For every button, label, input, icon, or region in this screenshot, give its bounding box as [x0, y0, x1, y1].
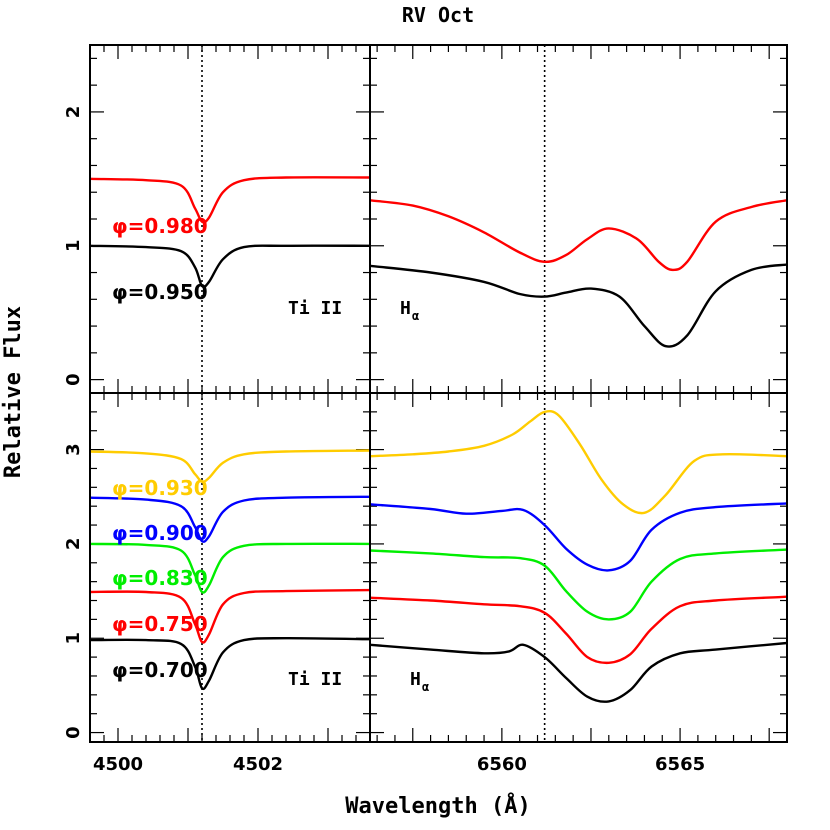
y-tick-label: 0 — [63, 373, 84, 386]
spectrum-line-top-left-0.950 — [90, 244, 370, 289]
x-axis-label: Wavelength (Å) — [345, 793, 530, 819]
spectrum-line-top-left-0.980 — [90, 176, 370, 224]
spectrum-line-bottom-left-0.830 — [90, 542, 370, 594]
spectrum-line-top-right-0.950 — [370, 263, 787, 348]
h-alpha-label-bottom-sub: α — [422, 680, 429, 694]
h-alpha-label-bottom-h: H — [410, 669, 421, 690]
spectrum-line-bottom-right-0.830 — [370, 548, 787, 621]
panels-group: 0 1 2 0 1 2 3 4500 4502 6560 6565 — [63, 44, 788, 775]
spectrum-line-bottom-left-0.930 — [90, 449, 370, 484]
phase-label-0830: φ=0.830 — [112, 566, 208, 590]
spectrum-line-top-right-0.980 — [370, 199, 787, 272]
y-tick-label: 3 — [63, 443, 84, 456]
ti-ii-label-top: Ti II — [288, 298, 342, 319]
h-alpha-label-top: H α — [400, 298, 419, 323]
y-axis-label: Relative Flux — [1, 306, 26, 478]
spectrum-line-bottom-right-0.930 — [370, 409, 787, 515]
spectrum-line-bottom-left-0.750 — [90, 588, 370, 644]
h-alpha-label-top-h: H — [400, 298, 411, 319]
h-alpha-label-bottom: H α — [410, 669, 429, 694]
phase-label-0900: φ=0.900 — [112, 521, 208, 545]
phase-label-0700: φ=0.700 — [112, 658, 208, 682]
chart-title: RV Oct — [402, 3, 474, 27]
h-alpha-label-top-sub: α — [412, 309, 419, 323]
y-tick-label: 1 — [63, 240, 84, 253]
spectrum-line-bottom-left-0.700 — [90, 636, 370, 691]
phase-label-0950: φ=0.950 — [112, 280, 208, 304]
spectrum-line-bottom-right-0.900 — [370, 502, 787, 572]
y-tick-label: 2 — [63, 538, 84, 551]
y-tick-label: 2 — [63, 106, 84, 119]
x-tick-label: 6560 — [477, 754, 527, 775]
spectrum-line-bottom-right-0.700 — [370, 641, 787, 703]
phase-label-0980: φ=0.980 — [112, 214, 208, 238]
x-tick-label: 4502 — [233, 754, 283, 775]
panel-frame-top-right — [369, 44, 788, 394]
panel-frame-bottom-right — [369, 392, 788, 743]
spectrum-line-bottom-right-0.750 — [370, 595, 787, 665]
x-tick-label: 6565 — [655, 754, 705, 775]
y-tick-label: 0 — [63, 726, 84, 739]
ti-ii-label-bottom: Ti II — [288, 669, 342, 690]
x-tick-label: 4500 — [93, 754, 143, 775]
y-tick-label: 1 — [63, 632, 84, 645]
phase-label-0750: φ=0.750 — [112, 612, 208, 636]
phase-label-0930: φ=0.930 — [112, 476, 208, 500]
spectrum-line-bottom-left-0.900 — [90, 495, 370, 543]
